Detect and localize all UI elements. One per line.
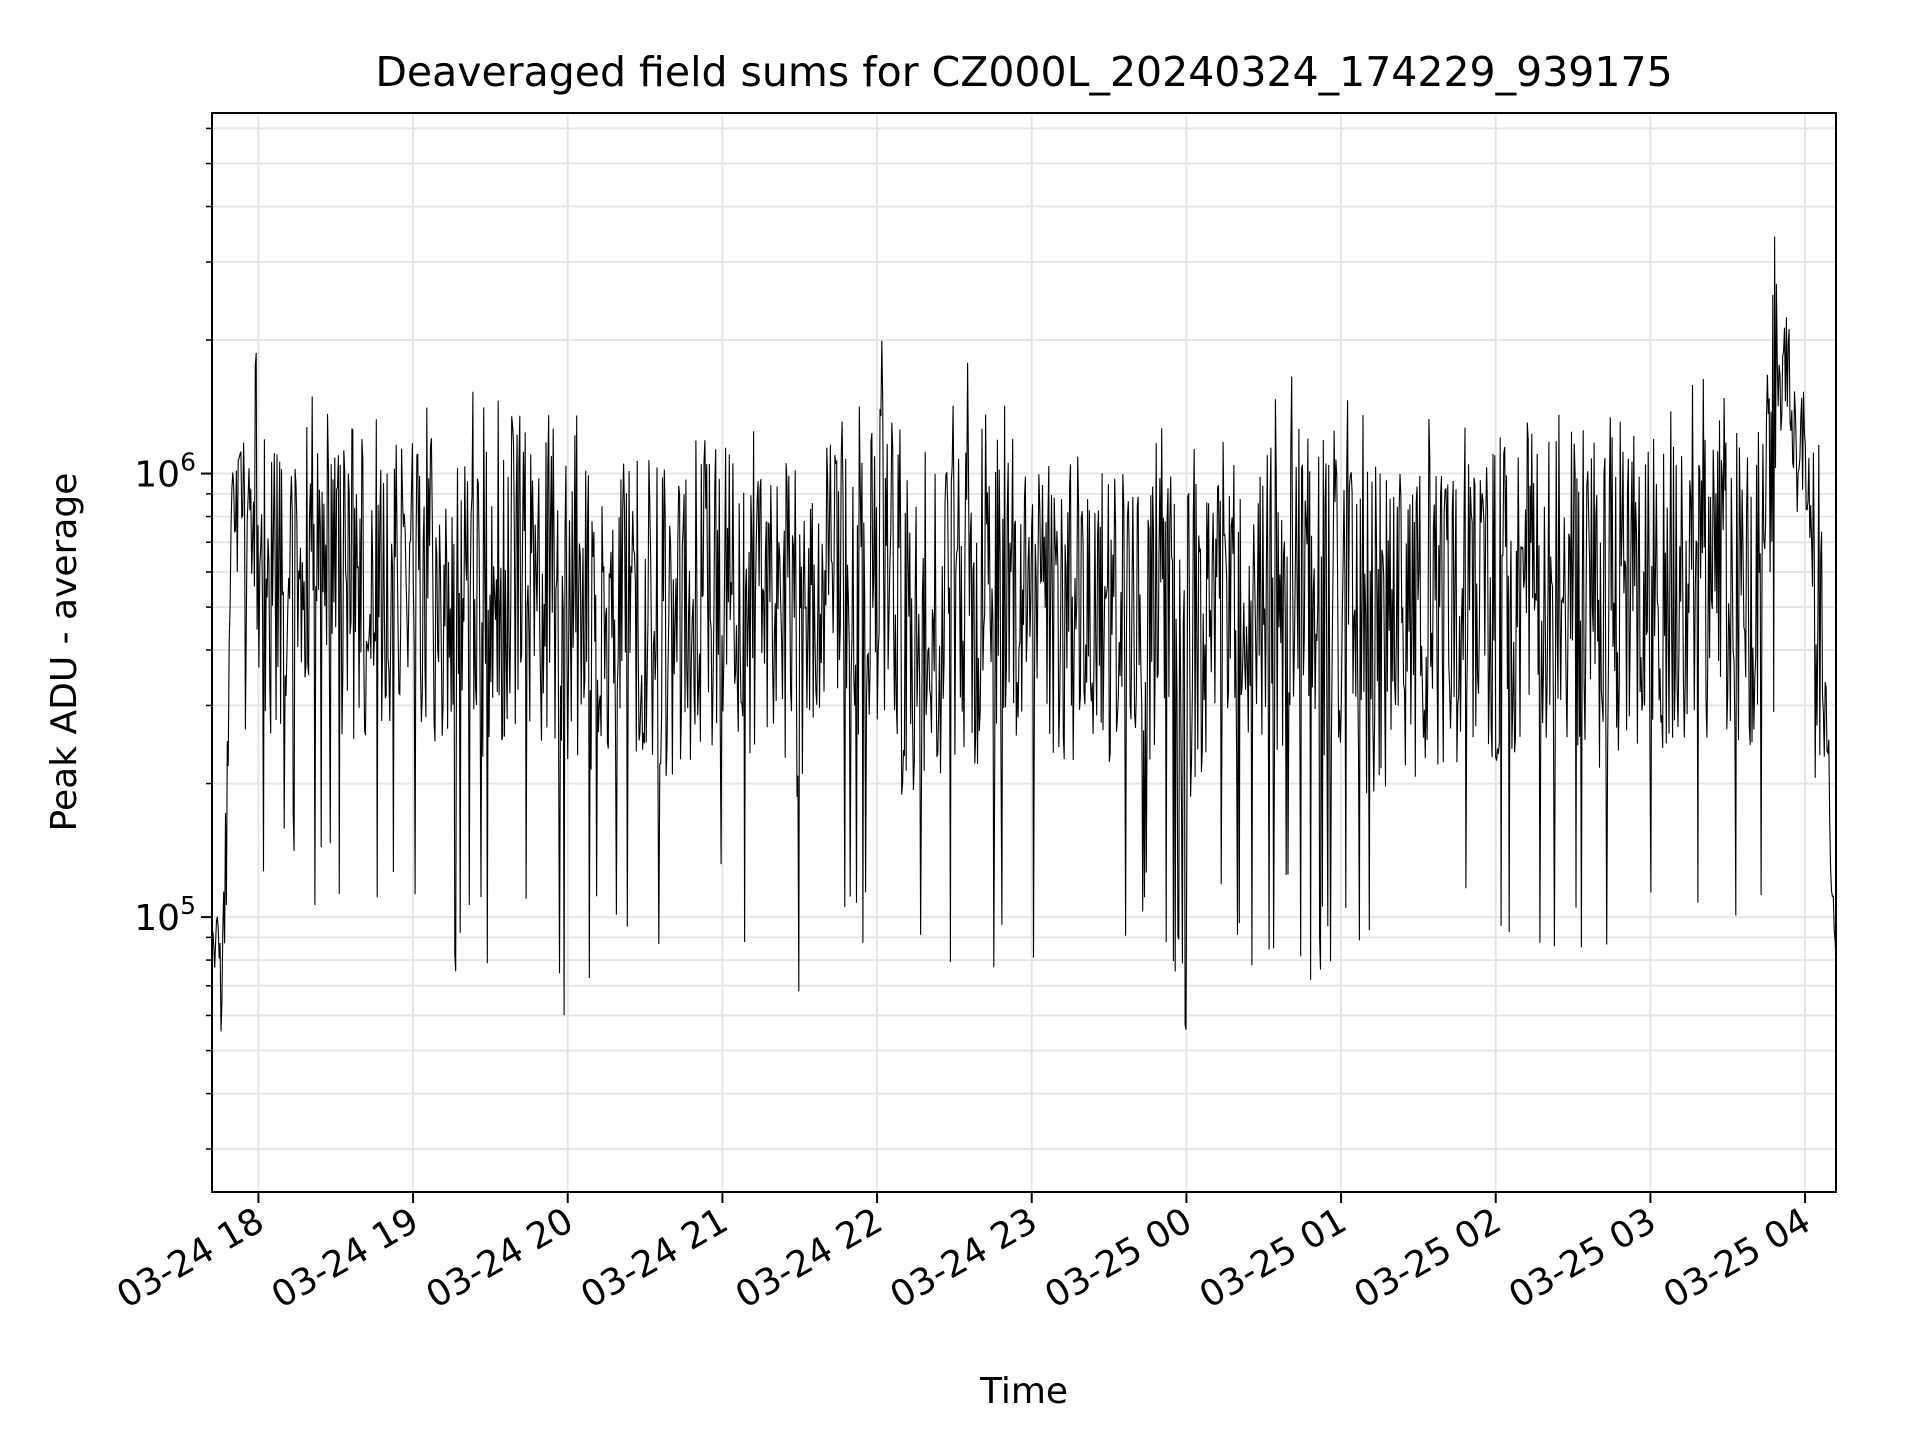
y-axis-label: Peak ADU - average (44, 473, 85, 832)
plot-frame (211, 112, 1837, 1193)
chart-title: Deaveraged field sums for CZ000L_2024032… (375, 48, 1672, 96)
y-tick-label: 106 (134, 448, 196, 496)
series-line (211, 236, 1837, 1032)
x-axis-label: Time (979, 1371, 1068, 1412)
y-tick-label: 105 (134, 891, 196, 939)
